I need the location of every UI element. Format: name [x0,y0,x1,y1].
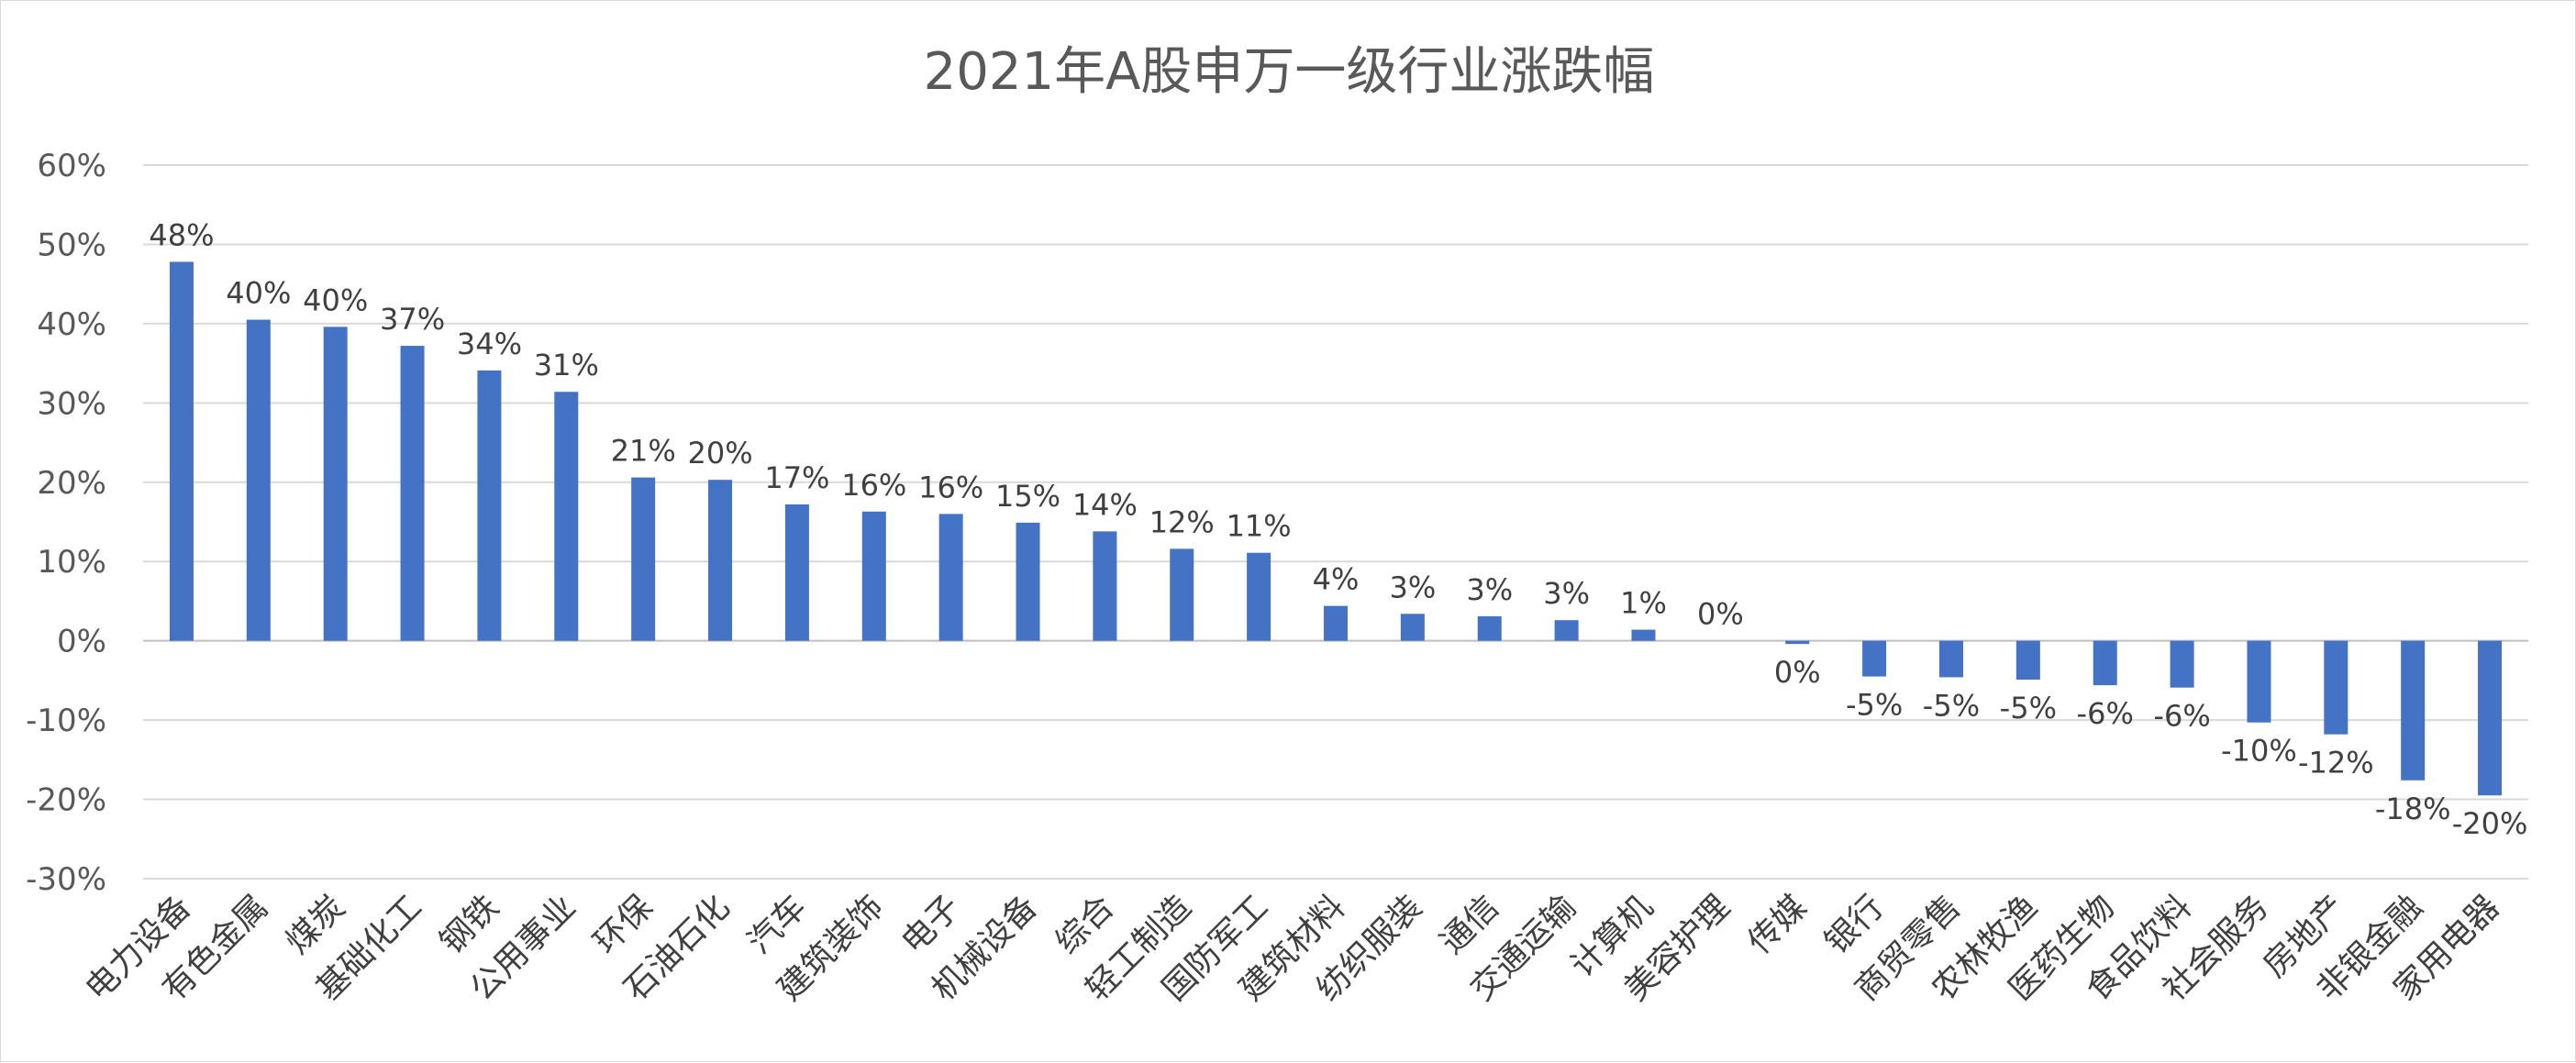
bar-家用电器 [2478,640,2503,796]
bar-建筑装饰 [861,511,886,641]
bar-电力设备 [169,261,194,641]
bar-煤炭 [323,327,348,641]
bar-非银金融 [2401,640,2426,781]
data-label: 15% [995,479,1060,514]
data-label: -6% [2153,699,2210,734]
bar-食品饮料 [2170,640,2194,688]
bar-有色金属 [246,319,271,641]
bar-医药生物 [2093,640,2117,686]
data-label: 31% [534,348,599,382]
bar-轻工制造 [1170,548,1194,641]
bar-农林牧渔 [2015,640,2040,681]
data-label: 3% [1466,572,1513,607]
bars [169,261,2503,796]
data-label: -12% [2298,746,2374,781]
bar-纺织服装 [1400,614,1425,641]
bar-计算机 [1631,629,1656,641]
data-label: 20% [687,436,752,471]
data-label: 3% [1389,570,1436,604]
data-label: 1% [1620,586,1667,621]
bar-商贸零售 [1938,640,1963,678]
bar-国防军工 [1247,552,1271,641]
y-tick-label: 60% [37,148,106,184]
bar-机械设备 [1016,522,1040,641]
y-tick-label: 40% [37,306,106,343]
y-tick-label: -10% [26,703,106,739]
data-labels: 48% 40% 40% 37% 34% 31% 21% 20% 17% 16% 16% 15% 14% 1… [149,217,2527,841]
y-axis-ticks: 60% 50% 40% 30% 20% 10% 0% -10% -20% -30% [26,148,106,898]
bar-建筑材料 [1324,605,1348,641]
bar-钢铁 [477,370,502,641]
y-tick-label: 30% [37,385,106,422]
data-label: 16% [918,470,983,504]
data-label: 4% [1313,562,1360,597]
data-label: 48% [149,217,214,252]
data-label: 14% [1072,487,1138,522]
y-tick-label: -30% [26,861,106,898]
data-label: 40% [303,282,368,317]
data-label: 16% [841,468,906,503]
bar-基础化工 [400,346,425,641]
y-tick-label: 50% [37,227,106,263]
bar-公用事业 [554,392,579,641]
bar-传媒 [1785,640,1810,645]
data-label: 21% [611,434,676,469]
bar-通信 [1477,615,1502,641]
bar-电子 [938,514,963,641]
data-label: -5% [2000,691,2057,725]
bar-环保 [631,477,656,641]
data-label: 17% [764,460,829,495]
category-label: 传媒 [1741,888,1815,961]
data-label: 0% [1774,655,1821,690]
y-tick-label: -20% [26,782,106,819]
bar-银行 [1862,640,1887,677]
data-label: 3% [1543,576,1590,611]
bar-综合 [1093,531,1117,641]
y-tick-label: 0% [57,624,106,660]
data-label: -20% [2452,806,2528,841]
bar-交通运输 [1554,620,1579,641]
data-label: 0% [1697,597,1744,632]
data-label: 12% [1149,504,1215,539]
data-label: -10% [2221,734,2297,769]
data-label: 34% [457,327,522,361]
data-label: -5% [1923,688,1980,723]
data-label: -18% [2375,792,2451,826]
data-label: 11% [1227,509,1292,544]
data-label: 37% [380,302,445,337]
y-tick-label: 20% [37,465,106,502]
chart-title: 2021年A股申万一级行业涨跌幅 [924,42,1655,102]
data-label: -6% [2077,696,2134,731]
data-label: 40% [226,276,291,311]
gridlines [143,164,2528,880]
data-label: -5% [1846,688,1903,723]
bar-社会服务 [2247,640,2271,723]
y-tick-label: 10% [37,544,106,581]
bar-汽车 [784,504,809,641]
bar-房地产 [2324,640,2348,735]
bar-石油石化 [708,480,733,641]
